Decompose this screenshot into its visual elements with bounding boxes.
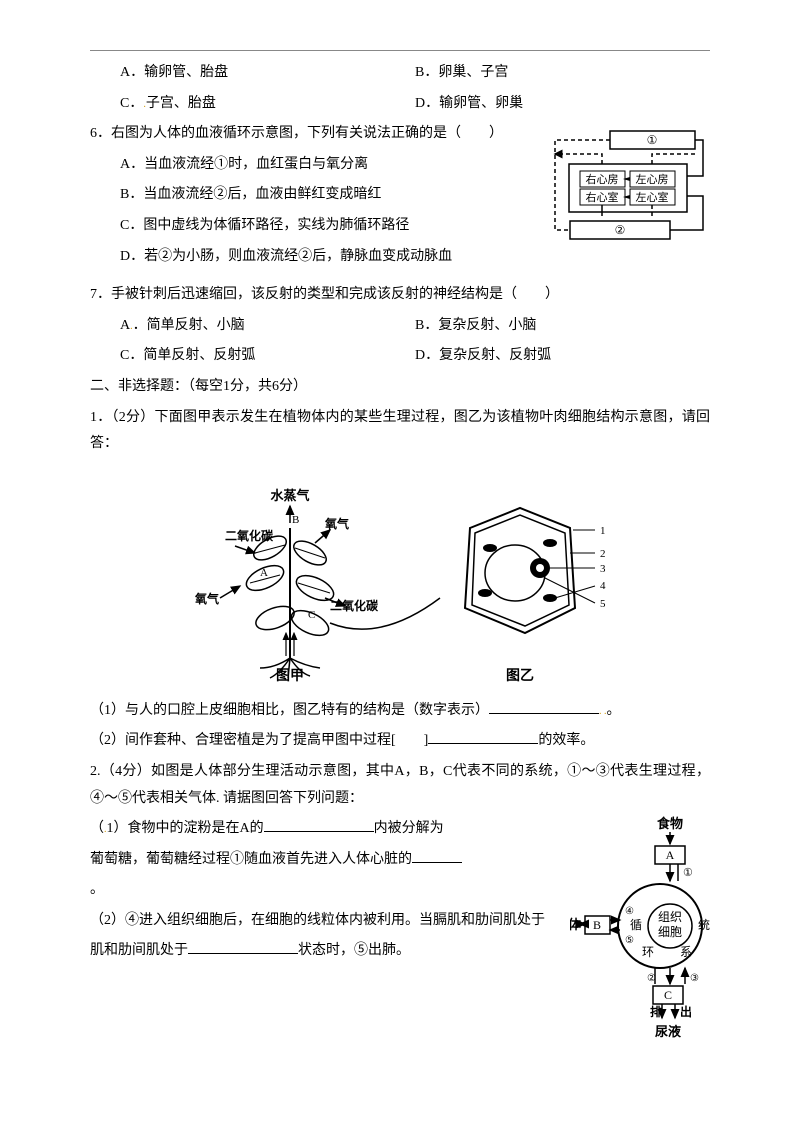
plant-figure: 水蒸气 二氧化碳 氧气 氧气 二氧化碳 A B C 图甲 bbox=[194, 488, 379, 684]
q5-option-c: C．.子宫、胎盘 bbox=[120, 91, 415, 118]
cell-figure: 1 2 3 4 5 图乙 bbox=[465, 508, 606, 684]
q7-options-row2: C．简单反射、反射弧 D．复杂反射、反射弧 bbox=[90, 343, 710, 370]
s2-q2-container: （.1）食物中的淀粉是在A的 内被分解为 葡萄糖，葡萄糖经过程①随血液首先进入人体… bbox=[90, 816, 710, 1057]
s2-q2-1-line1: （.1）食物中的淀粉是在A的 内被分解为 bbox=[90, 816, 560, 843]
s2-q2-1-mid: 内被分解为 bbox=[374, 821, 444, 836]
svg-text:A: A bbox=[260, 567, 268, 579]
yellow-marker-icon: . . bbox=[599, 706, 607, 717]
left-atrium-label: 左心房 bbox=[636, 173, 669, 186]
s2-q1-1-suffix: 。 bbox=[607, 703, 621, 718]
s2-q2-2-suffix: 状态时，⑤出肺。 bbox=[298, 943, 410, 958]
section2-header: 二、非选择题：（每空1分，共6分） bbox=[90, 374, 710, 401]
s2-q2-2-mid: 肌和肋间肌处于 bbox=[90, 943, 188, 958]
plant-cell-diagram: 水蒸气 二氧化碳 氧气 氧气 二氧化碳 A B C 图甲 bbox=[90, 468, 710, 688]
svg-text:水蒸气: 水蒸气 bbox=[270, 488, 309, 503]
svg-text:C: C bbox=[308, 609, 315, 621]
circle-2-label: ② bbox=[615, 223, 626, 237]
q7-option-b: B．复杂反射、小脑 bbox=[415, 313, 710, 340]
svg-text:尿液: 尿液 bbox=[655, 1024, 681, 1039]
s2-q2-1-prefix: （.1）食物中的淀粉是在A的 bbox=[90, 821, 264, 836]
s2-q2-1-line2-text: 葡萄糖，葡萄糖经过程①随血液首先进入人体心脏的 bbox=[90, 852, 412, 867]
q5-option-d: D．输卵管、卵巢 bbox=[415, 91, 710, 118]
s2-q2-1-suffix: 。 bbox=[90, 877, 560, 904]
svg-text:循: 循 bbox=[630, 918, 642, 932]
svg-text:②: ② bbox=[647, 973, 656, 984]
q6-text: 6．右图为人体的血液循环示意图，下列有关说法正确的是（ ） A．当血液流经①时，… bbox=[90, 121, 525, 274]
blank-field[interactable] bbox=[489, 698, 599, 714]
s2-q2-1-line2: 葡萄糖，葡萄糖经过程①随血液首先进入人体心脏的 bbox=[90, 847, 560, 874]
s2-q2-2-prefix: （2）④进入组织细胞后，在细胞的线粒体内被利用。当膈肌和肋间肌处于 bbox=[90, 913, 545, 928]
svg-text:1: 1 bbox=[600, 525, 606, 537]
svg-text:C: C bbox=[664, 988, 672, 1002]
svg-text:④: ④ bbox=[625, 906, 634, 917]
q5-c-text: 子宫、胎盘 bbox=[146, 96, 216, 111]
svg-text:①: ① bbox=[683, 867, 693, 879]
svg-text:B: B bbox=[292, 514, 299, 526]
q7-stem: 7．手被针刺后迅速缩回，该反射的类型和完成该反射的神经结构是（ ） bbox=[90, 282, 710, 309]
blood-circulation-diagram: ① ② 右心房 左心房 右心室 左心室 bbox=[535, 126, 710, 246]
svg-text:氧气: 氧气 bbox=[194, 591, 219, 606]
svg-text:⑤: ⑤ bbox=[625, 935, 634, 946]
q7-option-d: D．复杂反射、反射弧 bbox=[415, 343, 710, 370]
svg-text:4: 4 bbox=[600, 580, 606, 592]
svg-text:环: 环 bbox=[642, 945, 654, 959]
q7-a-prefix: A bbox=[120, 318, 130, 333]
q6-stem: 6．右图为人体的血液循环示意图，下列有关说法正确的是（ ） bbox=[90, 121, 525, 148]
svg-text:二氧化碳: 二氧化碳 bbox=[330, 598, 379, 613]
svg-text:系: 系 bbox=[680, 945, 692, 959]
svg-text:图乙: 图乙 bbox=[506, 668, 534, 684]
svg-text:食物: 食物 bbox=[657, 816, 683, 831]
s2-q1-2: （2）间作套种、合理密植是为了提高甲图中过程[ ] 的效率。 bbox=[90, 728, 710, 755]
q5-options-row2: C．.子宫、胎盘 D．输卵管、卵巢 bbox=[90, 91, 710, 118]
s2-q1-1-prefix: （1）与人的口腔上皮细胞相比，图乙特有的结构是（数字表示） bbox=[90, 703, 489, 718]
s2-q1-2-prefix: （2）间作套种、合理密植是为了提高甲图中过程[ ] bbox=[90, 733, 428, 748]
q6-option-d: D．若②为小肠，则血液流经②后，静脉血变成动脉血 bbox=[90, 244, 525, 271]
q6-option-a: A．当血液流经①时，血红蛋白与氧分离 bbox=[90, 152, 525, 179]
q6-option-b: B．当血液流经②后，血液由鲜红变成暗红 bbox=[90, 182, 525, 209]
svg-text:二氧化碳: 二氧化碳 bbox=[225, 528, 274, 543]
blank-field[interactable] bbox=[428, 728, 538, 744]
svg-text:5: 5 bbox=[600, 598, 606, 610]
q5-option-a: A．输卵管、胎盘 bbox=[120, 60, 415, 87]
s2-q1-1: （1）与人的口腔上皮细胞相比，图乙特有的结构是（数字表示） . .。 bbox=[90, 698, 710, 725]
svg-text:B: B bbox=[593, 918, 601, 932]
q5-c-prefix: C． bbox=[120, 96, 143, 111]
q7-option-a: A.．简单反射、小脑 bbox=[120, 313, 415, 340]
svg-text:3: 3 bbox=[600, 563, 606, 575]
s2-q2-text: （.1）食物中的淀粉是在A的 内被分解为 葡萄糖，葡萄糖经过程①随血液首先进入人体… bbox=[90, 816, 570, 1057]
q6-option-c: C．图中虚线为体循环路径，实线为肺循环路径 bbox=[90, 213, 525, 240]
s2-q2-stem: 2.（4分）如图是人体部分生理活动示意图，其中A，B，C代表不同的系统，①～③代… bbox=[90, 759, 710, 812]
svg-text:细胞: 细胞 bbox=[658, 925, 682, 939]
q6-container: 6．右图为人体的血液循环示意图，下列有关说法正确的是（ ） A．当血液流经①时，… bbox=[90, 121, 710, 274]
svg-text:组织: 组织 bbox=[658, 910, 682, 924]
svg-text:③: ③ bbox=[690, 973, 699, 984]
q5-option-b: B．卵巢、子宫 bbox=[415, 60, 710, 87]
q7-options-row1: A.．简单反射、小脑 B．复杂反射、小脑 bbox=[90, 313, 710, 340]
blank-field[interactable] bbox=[412, 847, 462, 863]
q7-option-c: C．简单反射、反射弧 bbox=[120, 343, 415, 370]
right-ventricle-label: 右心室 bbox=[586, 190, 619, 204]
body-system-diagram: 食物 A ① 组织 细胞 循 统 环 系 气体 B ④ ⑤ bbox=[570, 816, 710, 1057]
blank-field[interactable] bbox=[264, 816, 374, 832]
s2-q2-2: （2）④进入组织细胞后，在细胞的线粒体内被利用。当膈肌和肋间肌处于 bbox=[90, 908, 560, 935]
blank-field[interactable] bbox=[188, 938, 298, 954]
s2-q1-2-suffix: 的效率。 bbox=[538, 733, 594, 748]
circle-1-label: ① bbox=[647, 133, 658, 147]
q7-a-text: ．简单反射、小脑 bbox=[133, 318, 245, 333]
svg-text:图甲: 图甲 bbox=[276, 668, 304, 684]
svg-text:氧气: 氧气 bbox=[324, 516, 349, 531]
left-ventricle-label: 左心室 bbox=[636, 190, 669, 204]
svg-text:排: 排 bbox=[650, 1004, 662, 1019]
right-atrium-label: 右心房 bbox=[586, 172, 619, 186]
q5-options-row1: A．输卵管、胎盘 B．卵巢、子宫 bbox=[90, 60, 710, 87]
s2-q1-stem: 1．（2分）下面图甲表示发生在植物体内的某些生理过程，图乙为该植物叶肉细胞结构示… bbox=[90, 405, 710, 458]
svg-text:A: A bbox=[666, 848, 675, 862]
svg-text:统: 统 bbox=[698, 918, 710, 932]
page-top-line bbox=[90, 50, 710, 51]
s2-q2-2b: 肌和肋间肌处于 状态时，⑤出肺。 bbox=[90, 938, 560, 965]
svg-text:出: 出 bbox=[680, 1004, 692, 1019]
svg-text:2: 2 bbox=[600, 548, 606, 560]
